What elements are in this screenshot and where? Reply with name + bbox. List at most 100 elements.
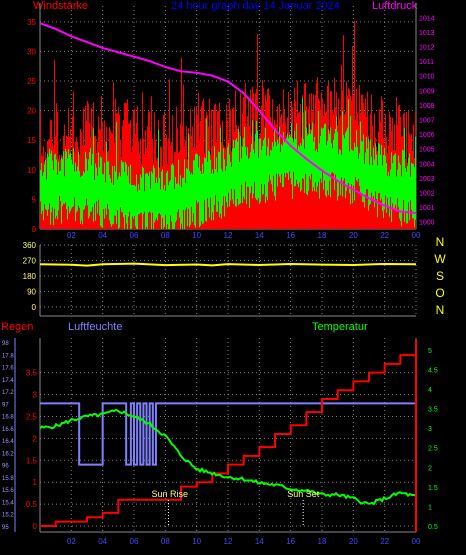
humidity-tick-label: 16.2 [2, 451, 14, 457]
pressure-tick-label: 1007 [419, 118, 435, 125]
pressure-tick-label: 1008 [419, 103, 435, 110]
direction-line [39, 262, 417, 267]
temperature-tick-label: 2 [428, 465, 432, 472]
temperature-tick-label: 4 [428, 387, 432, 394]
wind-tick-labels: 0 5 10 15 20 25 30 35 [27, 18, 36, 234]
pressure-tick-label: 1013 [419, 30, 435, 37]
rain-tick-label: 2.5 [26, 412, 38, 421]
rain-tick-label: 3 [33, 391, 38, 400]
rain-line [40, 350, 417, 527]
rain-tick-label: 0.5 [26, 500, 38, 509]
temperature-tick-label: 2.5 [428, 446, 438, 453]
x-tick-label: 22 [380, 231, 389, 240]
temperature-tick-labels: 0.5 1 1.5 2 2.5 3 3.5 4 4.5 5 [428, 348, 438, 531]
x-tick-label: 02 [67, 231, 76, 240]
wind-title: Windstärke [33, 0, 88, 12]
direction-tick-label: 0 [32, 303, 37, 312]
humidity-tick-label: 97 [2, 402, 9, 408]
humidity-tick-label: 17.4 [2, 378, 14, 384]
chart-title: 24 hour graph day 14 Januar 2024 [171, 0, 340, 12]
x-tick-label: 00 [412, 537, 421, 546]
x-tick-label: 08 [161, 231, 170, 240]
temperature-label: Temperatur [312, 321, 368, 333]
humidity-tick-label: 15.8 [2, 476, 14, 482]
x-tick-label: 10 [192, 231, 201, 240]
time-tick-labels: 02 04 06 08 10 12 14 16 18 20 22 00 [67, 231, 421, 240]
compass-label: O [435, 286, 444, 300]
pressure-tick-label: 1006 [419, 132, 435, 139]
compass-label: N [436, 303, 445, 317]
pressure-tick-label: 1003 [419, 176, 435, 183]
x-tick-label: 14 [255, 537, 264, 546]
humidity-tick-labels: 95 15.2 15.4 15.6 15.8 96 16.2 16.4 16.6 16.8 97 17… [2, 341, 14, 531]
direction-tick-label: 270 [23, 257, 37, 266]
humidity-line [40, 402, 416, 466]
wind-tick-label: 15 [27, 136, 36, 145]
x-tick-label: 20 [349, 537, 358, 546]
x-tick-label: 02 [67, 537, 76, 546]
grid [40, 244, 417, 316]
wind-tick-label: 25 [27, 77, 36, 86]
sunrise-label: Sun Rise [151, 489, 188, 499]
rain-label: Regen [1, 321, 33, 333]
x-tick-label: 16 [286, 231, 295, 240]
direction-tick-label: 180 [23, 272, 37, 281]
x-tick-label: 06 [130, 537, 139, 546]
grid [40, 338, 417, 532]
x-tick-label: 00 [412, 231, 421, 240]
humidity-tick-label: 17.2 [2, 390, 14, 396]
humidity-tick-label: 16.8 [2, 415, 14, 421]
humidity-label: Luftfeuchte [68, 321, 122, 333]
pressure-tick-label: 1011 [419, 59, 434, 66]
wind-tick-label: 30 [27, 47, 36, 56]
wind-tick-label: 35 [27, 18, 36, 27]
wind-average-series [40, 98, 416, 229]
rain-tick-label: 1.5 [26, 456, 38, 465]
pressure-tick-label: 1010 [419, 74, 435, 81]
pressure-tick-label: 1004 [419, 161, 435, 168]
rain-tick-label: 0 [33, 522, 38, 531]
pressure-tick-label: 1002 [419, 191, 435, 198]
compass-label: W [434, 252, 446, 266]
pressure-tick-label: 1012 [419, 45, 435, 52]
x-tick-label: 18 [318, 231, 327, 240]
direction-tick-label: 90 [27, 288, 36, 297]
pressure-tick-label: 1000 [419, 220, 435, 227]
temperature-tick-label: 4.5 [428, 367, 438, 374]
x-tick-label: 04 [98, 231, 107, 240]
x-tick-label: 20 [349, 231, 358, 240]
temperature-tick-label: 1.5 [428, 485, 438, 492]
humidity-tick-label: 17.6 [2, 366, 14, 372]
x-tick-label: 10 [192, 537, 201, 546]
x-tick-label: 14 [255, 231, 264, 240]
temperature-tick-label: 5 [428, 348, 432, 355]
compass-label: N [436, 235, 445, 249]
direction-tick-labels: 0 90 180 270 360 [23, 241, 37, 312]
pressure-line [39, 22, 417, 214]
x-tick-label: 22 [380, 537, 389, 546]
x-tick-label: 18 [318, 537, 327, 546]
time-tick-labels: 02 04 06 08 10 12 14 16 18 20 22 00 [67, 537, 421, 546]
humidity-tick-label: 96 [2, 464, 9, 470]
humidity-tick-label: 15.2 [2, 513, 14, 519]
pressure-tick-label: 1001 [419, 205, 435, 212]
rain-tick-label: 3.5 [26, 369, 38, 378]
compass-label: S [436, 269, 444, 283]
temperature-tick-label: 3 [428, 426, 432, 433]
sun-markers: Sun Rise Sun Set [151, 489, 320, 526]
rain-tick-label: 1 [33, 478, 38, 487]
rain-tick-label: 2 [33, 434, 38, 443]
wind-tick-label: 10 [27, 166, 36, 175]
humidity-tick-label: 17.8 [2, 353, 14, 359]
temperature-tick-label: 0.5 [428, 524, 438, 531]
humidity-tick-label: 15.4 [2, 500, 14, 506]
humidity-tick-label: 16.6 [2, 427, 14, 433]
humidity-tick-label: 15.6 [2, 488, 14, 494]
temperature-tick-label: 3.5 [428, 407, 438, 414]
pressure-tick-label: 1005 [419, 147, 435, 154]
x-tick-label: 06 [130, 231, 139, 240]
pressure-title: Luftdruck [372, 0, 418, 12]
